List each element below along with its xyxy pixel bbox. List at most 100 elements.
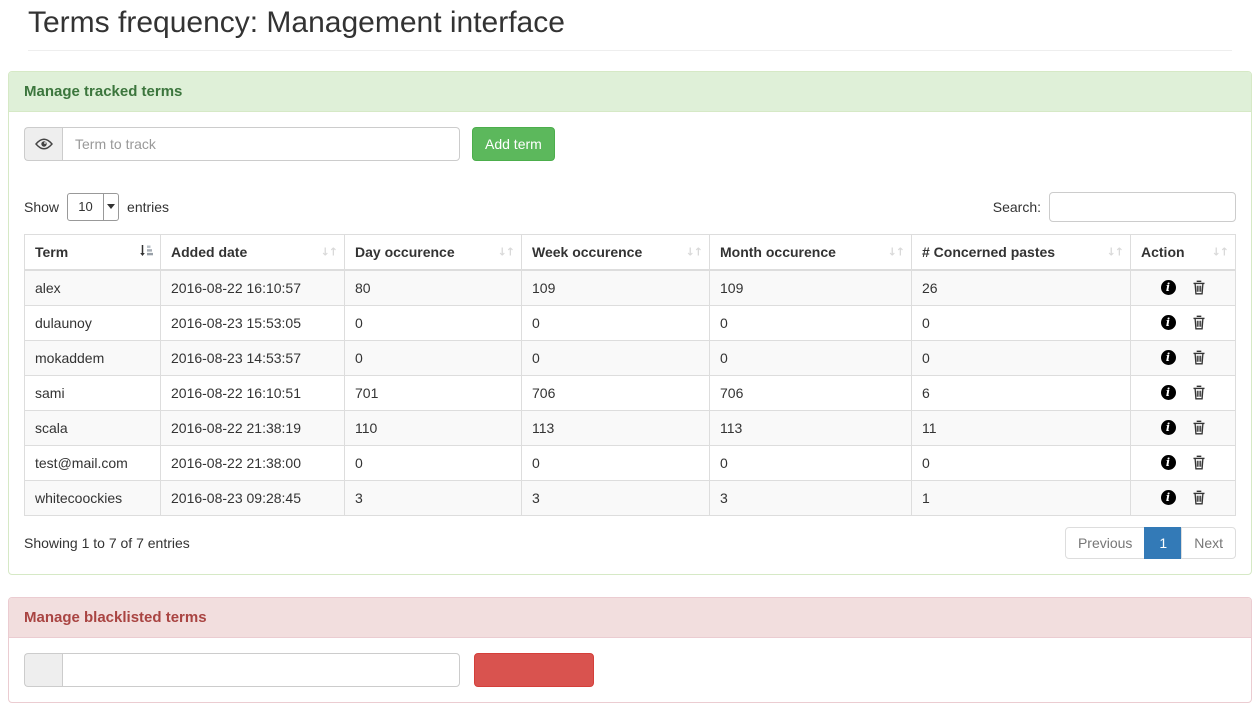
added-date-cell: 2016-08-22 21:38:00 <box>160 444 345 481</box>
week-occurence-cell: 0 <box>521 339 710 376</box>
trash-icon[interactable] <box>1192 350 1206 365</box>
table-header-row: Term <box>24 233 1236 271</box>
column-header-month-occurence[interactable]: Month occurence ↓↑ <box>709 233 912 271</box>
concerned-pastes-cell: 0 <box>911 339 1131 376</box>
add-term-row: Add term <box>24 126 1236 161</box>
term-cell: sami <box>24 374 161 411</box>
info-icon[interactable]: i <box>1160 315 1176 330</box>
term-cell: whitecoockies <box>24 479 161 516</box>
column-header-week-occurence[interactable]: Week occurence ↓↑ <box>521 233 710 271</box>
sort-both-icon: ↓↑ <box>887 245 905 258</box>
concerned-pastes-cell: 6 <box>911 374 1131 411</box>
show-label: Show <box>24 198 60 215</box>
trash-icon[interactable] <box>1192 280 1206 295</box>
sort-both-icon: ↓↑ <box>1106 245 1124 258</box>
concerned-pastes-cell: 0 <box>911 304 1131 341</box>
blacklist-panel-heading: Manage blacklisted terms <box>9 597 1251 638</box>
sort-asc-icon <box>139 243 154 260</box>
tracked-terms-panel: Manage tracked terms Add term <box>8 70 1252 575</box>
sort-both-icon: ↓↑ <box>685 245 703 258</box>
column-header-added-date[interactable]: Added date ↓↑ <box>160 233 345 271</box>
trash-icon[interactable] <box>1192 420 1206 435</box>
search-input[interactable] <box>1049 191 1236 222</box>
term-to-track-input[interactable] <box>62 126 460 161</box>
search-control: Search: <box>992 191 1236 222</box>
table-row: alex 2016-08-22 16:10:57 80 109 109 26 i <box>24 269 1236 306</box>
concerned-pastes-cell: 26 <box>911 269 1131 306</box>
pagination-previous[interactable]: Previous <box>1064 526 1146 559</box>
table-row: mokaddem 2016-08-23 14:53:57 0 0 0 0 i <box>24 339 1236 376</box>
added-date-cell: 2016-08-23 14:53:57 <box>160 339 345 376</box>
pagination-page-1[interactable]: 1 <box>1144 526 1183 559</box>
sort-both-icon: ↓↑ <box>497 245 515 258</box>
month-occurence-cell: 0 <box>709 444 912 481</box>
page-title: Terms frequency: Management interface <box>28 6 565 39</box>
action-cell: i <box>1130 304 1236 341</box>
trash-icon[interactable] <box>1192 455 1206 470</box>
tracked-panel-body: Add term Show 10 entries Search: <box>9 112 1251 574</box>
week-occurence-cell: 113 <box>521 409 710 446</box>
column-header-action[interactable]: Action ↓↑ <box>1130 233 1236 271</box>
week-occurence-cell: 0 <box>521 444 710 481</box>
action-cell: i <box>1130 269 1236 306</box>
blacklist-panel-body <box>9 638 1251 702</box>
datatable-controls: Show 10 entries Search: <box>24 191 1236 222</box>
blacklist-term-button[interactable] <box>474 652 594 687</box>
month-occurence-cell: 0 <box>709 339 912 376</box>
term-cell: alex <box>24 269 161 306</box>
info-icon[interactable]: i <box>1160 280 1176 295</box>
entries-select-value: 10 <box>78 199 93 214</box>
action-cell: i <box>1130 479 1236 516</box>
table-row: whitecoockies 2016-08-23 09:28:45 3 3 3 … <box>24 479 1236 516</box>
day-occurence-cell: 0 <box>344 339 522 376</box>
entries-length-control: Show 10 entries <box>24 192 169 221</box>
day-occurence-cell: 3 <box>344 479 522 516</box>
info-icon[interactable]: i <box>1160 385 1176 400</box>
tracked-panel-heading: Manage tracked terms <box>9 71 1251 112</box>
column-header-day-occurence[interactable]: Day occurence ↓↑ <box>344 233 522 271</box>
term-cell: scala <box>24 409 161 446</box>
month-occurence-cell: 109 <box>709 269 912 306</box>
week-occurence-cell: 3 <box>521 479 710 516</box>
day-occurence-cell: 0 <box>344 304 522 341</box>
added-date-cell: 2016-08-22 16:10:57 <box>160 269 345 306</box>
concerned-pastes-cell: 11 <box>911 409 1131 446</box>
pagination-next[interactable]: Next <box>1181 526 1236 559</box>
day-occurence-cell: 0 <box>344 444 522 481</box>
blacklisted-terms-panel: Manage blacklisted terms <box>8 596 1252 703</box>
week-occurence-cell: 706 <box>521 374 710 411</box>
search-label: Search: <box>992 198 1041 215</box>
info-icon[interactable]: i <box>1160 350 1176 365</box>
action-cell: i <box>1130 339 1236 376</box>
day-occurence-cell: 80 <box>344 269 522 306</box>
info-icon[interactable]: i <box>1160 420 1176 435</box>
trash-icon[interactable] <box>1192 315 1206 330</box>
day-occurence-cell: 110 <box>344 409 522 446</box>
week-occurence-cell: 109 <box>521 269 710 306</box>
pagination: Previous 1 Next <box>1064 526 1236 559</box>
table-row: sami 2016-08-22 16:10:51 701 706 706 6 i <box>24 374 1236 411</box>
blacklist-input-group <box>24 652 460 687</box>
month-occurence-cell: 0 <box>709 304 912 341</box>
info-icon[interactable]: i <box>1160 455 1176 470</box>
column-header-concerned-pastes[interactable]: # Concerned pastes ↓↑ <box>911 233 1131 271</box>
concerned-pastes-cell: 1 <box>911 479 1131 516</box>
added-date-cell: 2016-08-23 15:53:05 <box>160 304 345 341</box>
blacklist-term-input[interactable] <box>62 652 460 687</box>
datatable-footer: Showing 1 to 7 of 7 entries Previous 1 N… <box>24 526 1236 559</box>
month-occurence-cell: 3 <box>709 479 912 516</box>
concerned-pastes-cell: 0 <box>911 444 1131 481</box>
column-header-term[interactable]: Term <box>24 233 161 271</box>
trash-icon[interactable] <box>1192 385 1206 400</box>
action-cell: i <box>1130 409 1236 446</box>
terms-table-body: alex 2016-08-22 16:10:57 80 109 109 26 i <box>24 269 1236 516</box>
add-term-button[interactable]: Add term <box>472 126 555 161</box>
week-occurence-cell: 0 <box>521 304 710 341</box>
trash-icon[interactable] <box>1192 490 1206 505</box>
table-row: test@mail.com 2016-08-22 21:38:00 0 0 0 … <box>24 444 1236 481</box>
entries-select[interactable]: 10 <box>67 192 120 221</box>
blacklist-add-row <box>24 652 1236 687</box>
table-row: dulaunoy 2016-08-23 15:53:05 0 0 0 0 i <box>24 304 1236 341</box>
info-icon[interactable]: i <box>1160 490 1176 505</box>
